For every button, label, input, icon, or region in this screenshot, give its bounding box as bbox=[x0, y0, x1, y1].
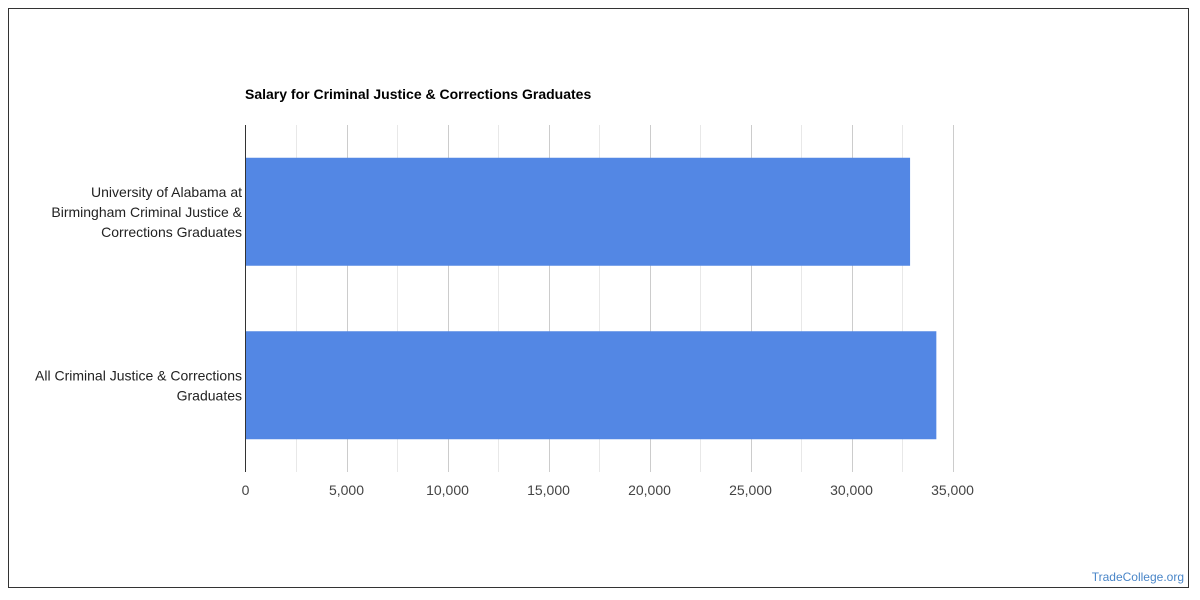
x-tick-label: 0 bbox=[242, 482, 250, 498]
x-tick-label: 20,000 bbox=[628, 482, 671, 498]
bar bbox=[245, 331, 937, 440]
bars-layer bbox=[245, 157, 937, 440]
category-labels: University of Alabama at Birmingham Crimi… bbox=[35, 184, 243, 404]
category-label: All Criminal Justice & Corrections Gradua… bbox=[35, 367, 242, 403]
x-tick-label: 10,000 bbox=[426, 482, 469, 498]
chart-title: Salary for Criminal Justice & Correction… bbox=[245, 86, 591, 102]
x-tick-label: 5,000 bbox=[329, 482, 364, 498]
chart-frame bbox=[8, 8, 1189, 588]
watermark-text: TradeCollege.org bbox=[1091, 570, 1184, 584]
x-tick-label: 15,000 bbox=[527, 482, 570, 498]
bar bbox=[245, 157, 911, 266]
x-tick-labels: 0 5,000 10,000 15,000 20,000 25,000 30,000 35,0… bbox=[242, 482, 975, 498]
category-label: University of Alabama at Birmingham Crimi… bbox=[51, 184, 242, 240]
x-tick-label: 30,000 bbox=[830, 482, 873, 498]
x-tick-label: 25,000 bbox=[729, 482, 772, 498]
x-tick-label: 35,000 bbox=[931, 482, 974, 498]
